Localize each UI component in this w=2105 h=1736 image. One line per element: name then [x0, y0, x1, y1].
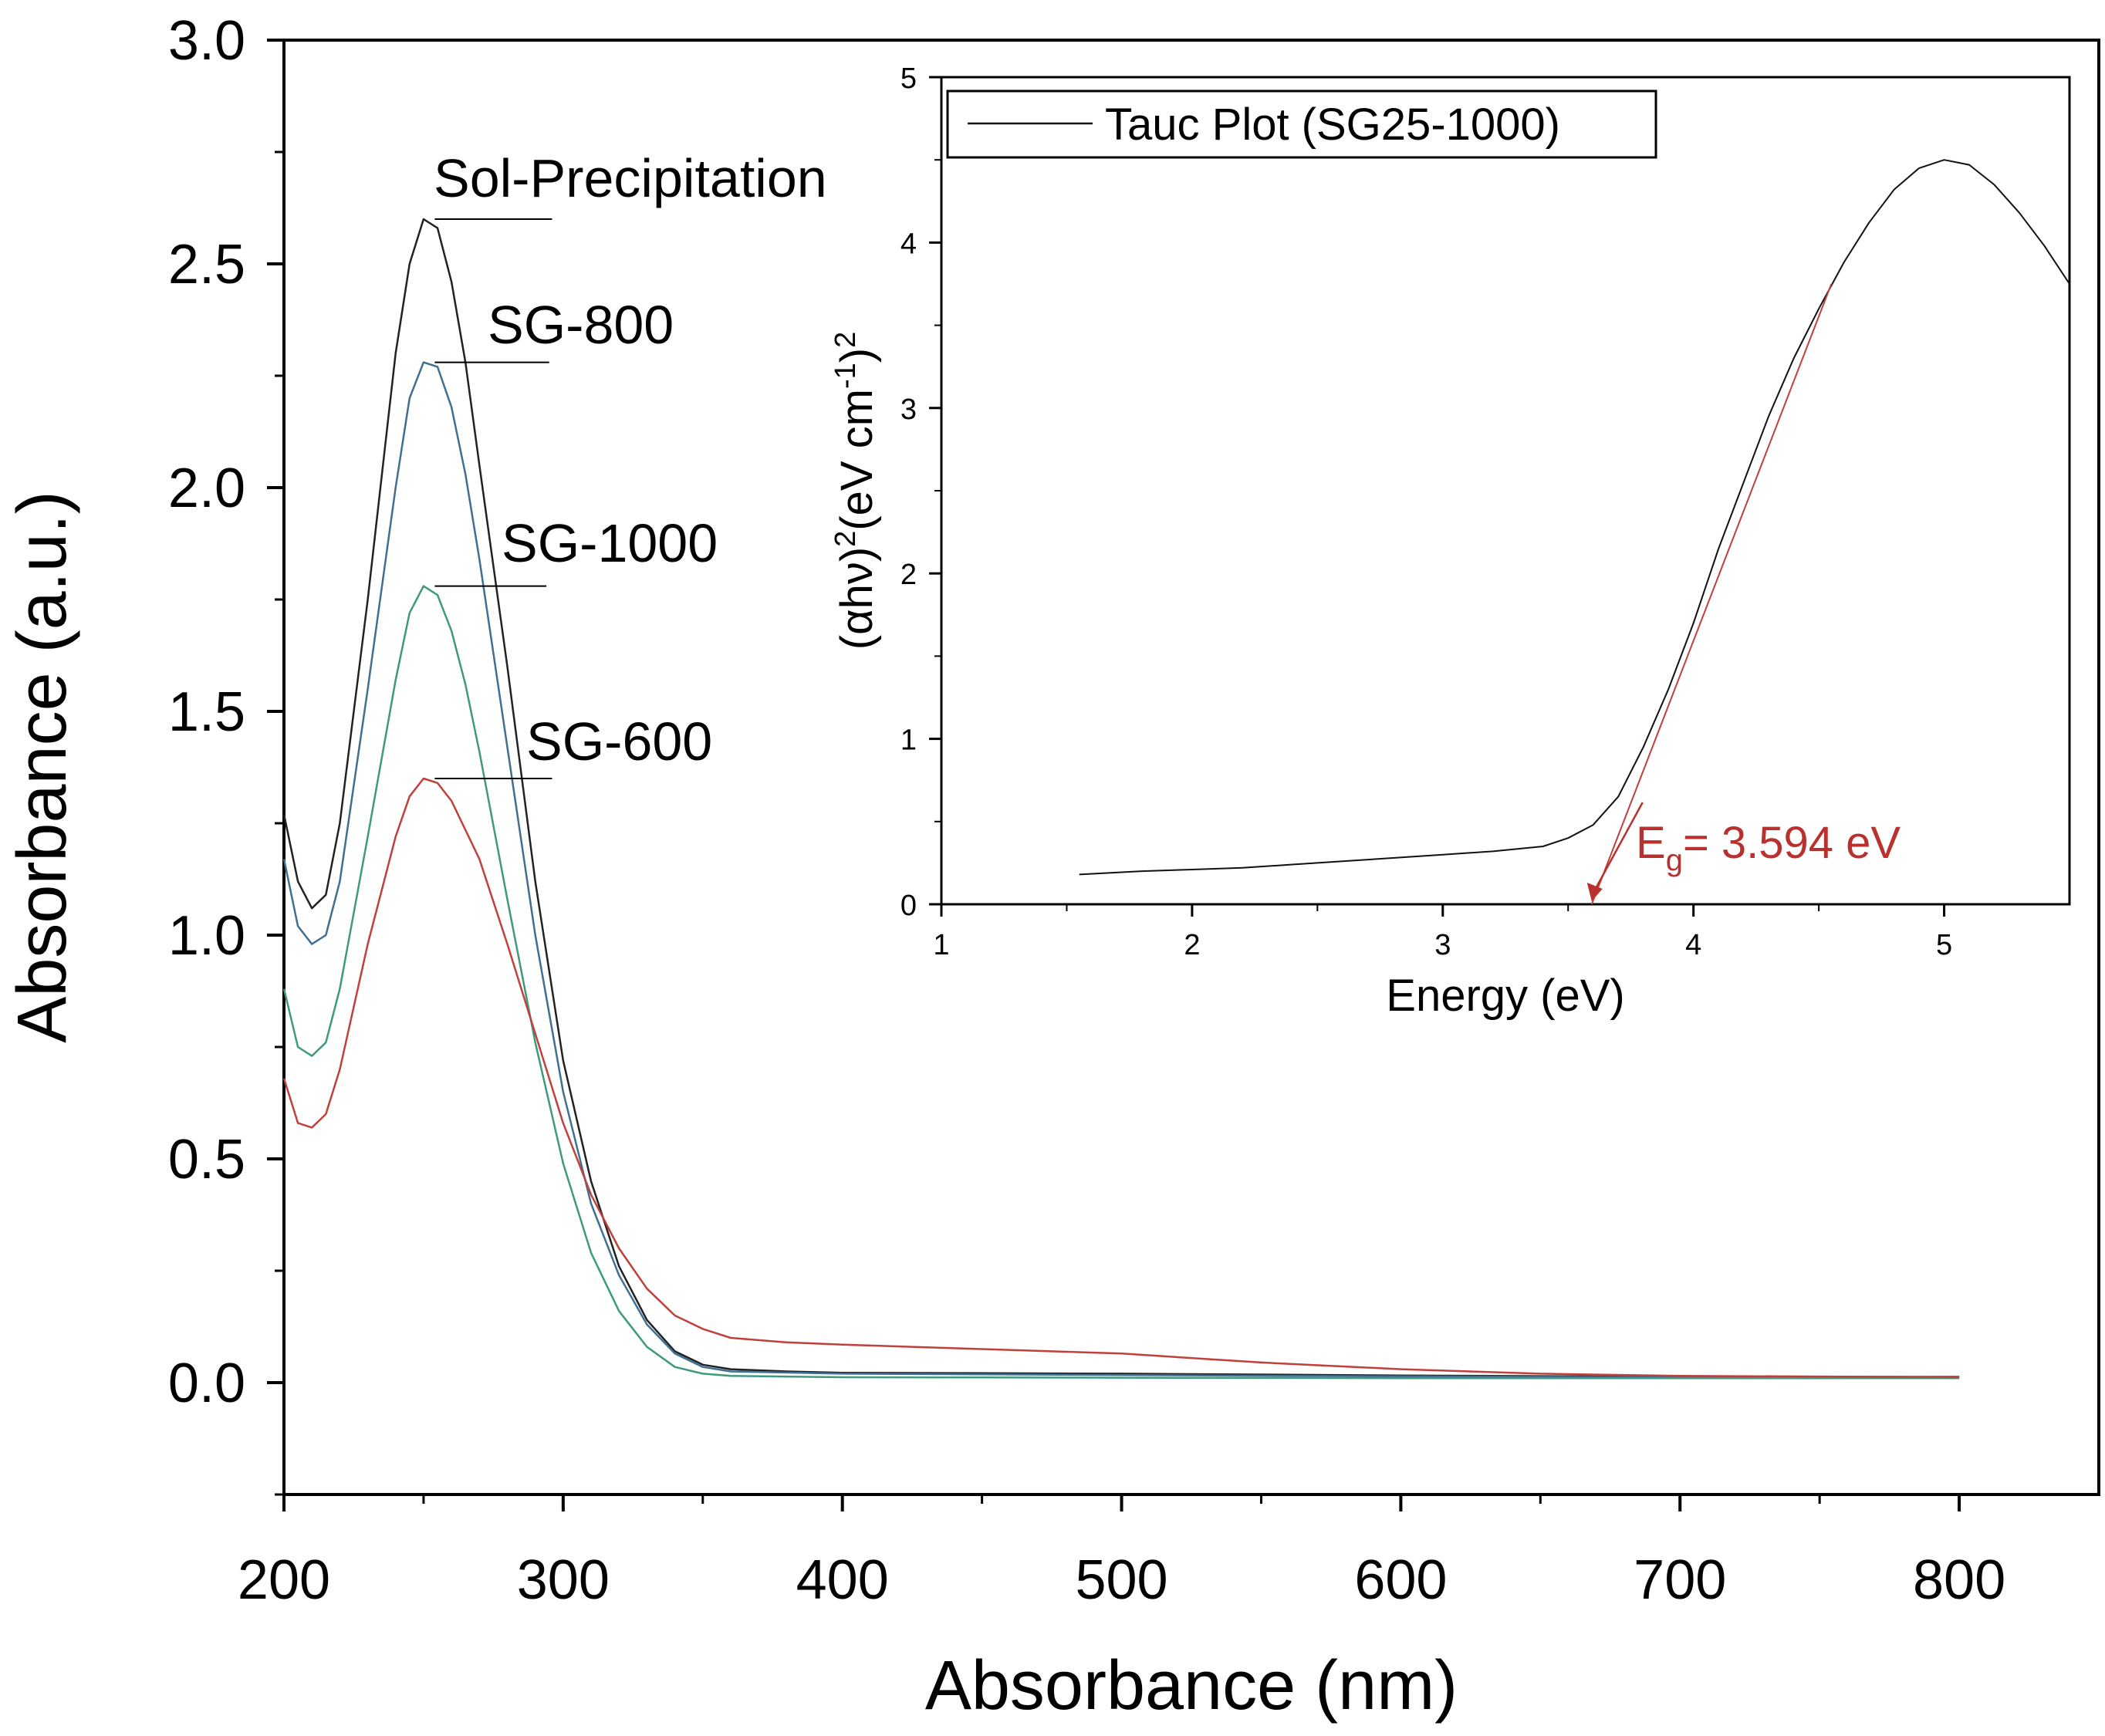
band-gap-label-subscript: g: [1666, 843, 1683, 877]
series-line-sg-600: [282, 777, 1960, 1379]
main-y-tick-label: 1.5: [168, 681, 245, 743]
inset-y-axis-label: (αhν)2(eV cm-1)2: [829, 332, 882, 650]
inset-y-tick-label: 0: [900, 890, 917, 922]
main-annotations: Sol-Precipitation SG-800 SG-1000 SG-600: [434, 148, 827, 779]
band-gap-label-main: E: [1636, 818, 1666, 868]
inset-series-group: [1079, 159, 2070, 905]
inset-x-tick-label: 2: [1184, 929, 1200, 961]
main-y-axis: 0.0 0.5 1.0 1.5 2.0 2.5 3.0: [168, 10, 284, 1496]
band-gap-arrow-line: [1595, 802, 1644, 888]
main-x-tick-label: 500: [1075, 1549, 1167, 1611]
tauc-fit-line: [1590, 283, 1833, 905]
inset-y-label-superscript: 2: [829, 332, 862, 348]
main-x-tick-label: 300: [517, 1549, 610, 1611]
inset-x-axis-label: Energy (eV): [1386, 971, 1624, 1021]
main-y-tick-label: 2.0: [168, 458, 245, 519]
inset-x-tick-label: 5: [1936, 929, 1952, 961]
inset-x-axis: 1 2 3 4 5: [933, 904, 1952, 961]
inset-y-tick-label: 4: [900, 228, 917, 260]
inset-x-tick-label: 1: [933, 929, 949, 961]
inset-y-label-part: (αhν): [832, 547, 882, 650]
main-x-axis: 200 300 400 500 600 700 800: [238, 1495, 2005, 1611]
main-x-axis-label: Absorbance (nm): [925, 1647, 1458, 1724]
main-y-tick-label: 0.0: [168, 1353, 245, 1414]
main-y-axis-label: Absorbance (a.u.): [4, 491, 81, 1042]
inset-y-tick-label: 5: [900, 62, 917, 95]
band-gap-arrow-head: [1586, 883, 1603, 901]
main-x-tick-label: 600: [1354, 1549, 1447, 1611]
band-gap-label-value: = 3.594 eV: [1683, 818, 1901, 868]
annotation-label: Sol-Precipitation: [434, 148, 827, 208]
main-y-tick-label: 0.5: [168, 1129, 245, 1191]
band-gap-label: Eg= 3.594 eV: [1636, 818, 1901, 877]
main-plot-frame: [282, 39, 2100, 1496]
inset-x-tick-label: 3: [1434, 929, 1451, 961]
series-line-sg-800: [282, 361, 1960, 1379]
inset-y-label-part: ): [832, 348, 882, 363]
inset-y-tick-label: 2: [900, 559, 917, 591]
main-y-tick-label: 3.0: [168, 10, 245, 72]
annotation-label: SG-600: [526, 711, 712, 772]
inset-x-tick-label: 4: [1685, 929, 1701, 961]
inset-y-tick-label: 3: [900, 393, 917, 426]
main-x-tick-label: 200: [238, 1549, 330, 1611]
tauc-plot-line: [1079, 159, 2070, 876]
main-x-tick-label: 400: [796, 1549, 889, 1611]
main-series-group: [282, 218, 1960, 1380]
inset-y-label-superscript: 2: [829, 531, 862, 547]
band-gap-annotation: Eg= 3.594 eV: [1586, 802, 1901, 901]
series-line-sg-1000: [282, 585, 1960, 1380]
inset-y-tick-label: 1: [900, 724, 917, 757]
inset-y-label-part: (eV cm: [832, 389, 882, 531]
main-x-tick-label: 800: [1913, 1549, 2005, 1611]
inset-y-axis: 0 1 2 3 4 5: [900, 62, 941, 922]
main-chart: 200 300 400 500 600 700 800 0.0 0.5 1.0 1.5 2.0 2.5…: [4, 10, 2100, 1724]
annotation-label: SG-800: [488, 295, 674, 355]
main-y-tick-label: 1.0: [168, 905, 245, 967]
inset-y-label-superscript: -1: [829, 363, 862, 389]
inset-legend-label: Tauc Plot (SG25-1000): [1105, 100, 1560, 150]
inset-legend: Tauc Plot (SG25-1000): [946, 90, 1657, 159]
annotation-label: SG-1000: [502, 513, 718, 573]
series-line-sol-precipitation: [282, 218, 1960, 1378]
main-x-tick-label: 700: [1634, 1549, 1726, 1611]
main-y-tick-label: 2.5: [168, 234, 245, 296]
